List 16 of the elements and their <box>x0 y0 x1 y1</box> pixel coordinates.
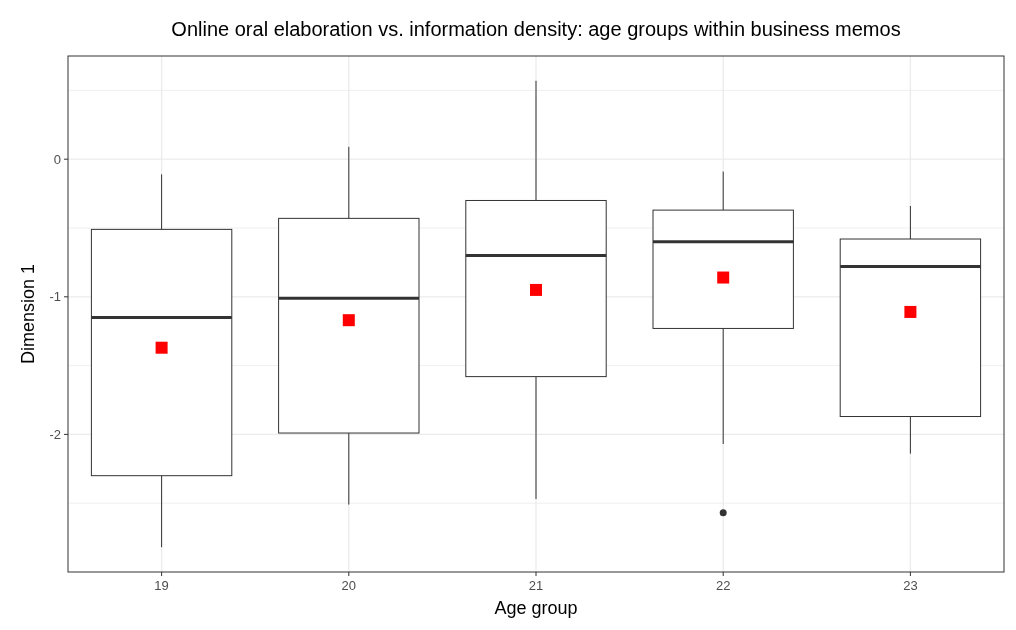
y-tick-label: 0 <box>53 151 61 167</box>
point <box>155 341 168 354</box>
chart-title: Online oral elaboration vs. information density: age groups within business memos <box>171 18 901 40</box>
y-tick-label: -2 <box>49 426 61 442</box>
point <box>904 305 917 318</box>
point <box>717 271 730 284</box>
x-tick-label: 23 <box>903 578 918 593</box>
point <box>342 314 355 327</box>
y-axis-title: Dimension 1 <box>18 263 38 365</box>
x-tick-label: 21 <box>528 578 544 593</box>
x-tick-label: 22 <box>715 578 731 593</box>
y-tick-label: -1 <box>49 289 61 305</box>
point <box>530 283 542 296</box>
x-axis-title: Age group <box>494 598 578 618</box>
x-tick-label: 19 <box>154 578 169 593</box>
x-tick-label: 20 <box>341 578 357 593</box>
